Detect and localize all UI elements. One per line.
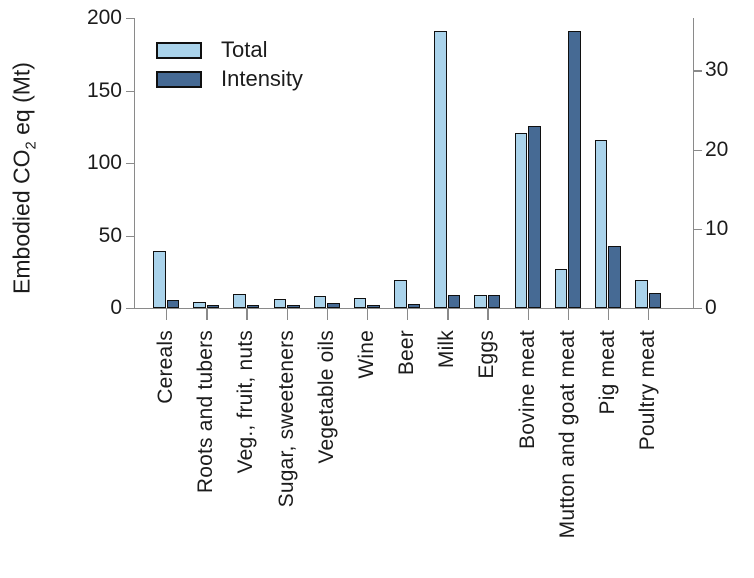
x-tick-label: Cereals xyxy=(154,330,178,404)
bar-total-veg-fruit-nuts xyxy=(233,293,246,308)
x-tick-label-text: Bovine meat xyxy=(515,330,539,449)
bar-total-bovine-meat xyxy=(514,132,528,308)
bar-intensity-pig-meat xyxy=(608,246,621,308)
y-left-tick xyxy=(126,163,134,165)
x-tick-label: Poultry meat xyxy=(636,330,660,450)
x-tick xyxy=(246,309,248,321)
bar-intensity-milk xyxy=(447,294,461,308)
x-tick-label: Pig meat xyxy=(596,330,620,414)
legend-swatch-intensity xyxy=(156,70,202,88)
y-left-tick-label: 200 xyxy=(86,6,122,29)
x-tick xyxy=(206,309,208,321)
legend-entry-total: Total xyxy=(156,39,303,61)
y-right-tick-label: 30 xyxy=(705,58,729,82)
bar-total-vegetable-oils xyxy=(313,296,327,308)
x-tick xyxy=(166,309,168,321)
legend: Total Intensity xyxy=(156,39,303,90)
x-tick xyxy=(407,309,409,321)
x-tick-label: Eggs xyxy=(475,330,499,379)
legend-label-intensity: Intensity xyxy=(221,66,303,91)
x-tick xyxy=(607,309,610,321)
x-tick xyxy=(366,309,369,321)
legend-entry-intensity: Intensity xyxy=(156,68,303,90)
bar-intensity-wine xyxy=(367,304,380,308)
bar-intensity-roots-and-tubers xyxy=(206,304,220,308)
y-left-tick xyxy=(126,90,134,92)
x-tick-label: Beer xyxy=(395,330,419,375)
y-left-tick-label: 50 xyxy=(98,223,122,247)
legend-label-total: Total xyxy=(221,37,268,62)
y-right-tick-label: 20 xyxy=(705,137,729,161)
y-left-tick-label: 150 xyxy=(86,78,122,102)
bar-intensity-sugar-sweeteners xyxy=(287,304,300,308)
x-tick-label-text: Cereals xyxy=(154,330,177,404)
x-tick-label: Sugar, sweeteners xyxy=(275,330,299,507)
x-tick-label: Vegetable oils xyxy=(315,330,339,464)
x-tick-label: Bovine meat xyxy=(516,330,540,449)
y-right-tick-label: 0 xyxy=(705,296,717,319)
bar-total-wine xyxy=(353,297,367,308)
bar-total-eggs xyxy=(474,294,487,308)
x-tick xyxy=(286,309,288,321)
x-tick-label-text: Eggs xyxy=(475,330,499,379)
y-right-tick xyxy=(694,149,703,151)
x-tick-label-text: Sugar, sweeteners xyxy=(274,330,298,508)
bar-intensity-poultry-meat xyxy=(648,292,662,308)
x-axis-spine xyxy=(134,308,694,310)
x-tick-label: Veg., fruit, nuts xyxy=(234,330,258,473)
x-tick xyxy=(648,309,650,321)
y-axis-right-spine xyxy=(693,18,695,309)
bar-intensity-bovine-meat xyxy=(528,125,541,308)
bar-total-poultry-meat xyxy=(635,280,648,308)
bar-total-pig-meat xyxy=(594,139,608,308)
bar-total-sugar-sweeteners xyxy=(273,299,286,308)
bar-total-cereals xyxy=(153,251,166,308)
bar-total-roots-and-tubers xyxy=(193,302,206,308)
bar-intensity-vegetable-oils xyxy=(327,303,340,308)
x-tick-label-text: Veg., fruit, nuts xyxy=(234,330,258,474)
x-tick xyxy=(326,309,329,321)
x-tick-label-text: Roots and tubers xyxy=(194,330,218,494)
x-tick-label-text: Vegetable oils xyxy=(314,330,338,464)
x-tick xyxy=(527,309,529,321)
x-tick xyxy=(487,309,489,321)
x-tick-label: Wine xyxy=(355,330,379,379)
x-tick-label: Milk xyxy=(435,330,459,368)
y-axis-left-spine xyxy=(134,18,136,309)
y-right-tick xyxy=(694,308,703,310)
bar-intensity-veg-fruit-nuts xyxy=(246,304,260,308)
bar-intensity-eggs xyxy=(487,294,501,308)
bar-total-beer xyxy=(394,280,407,308)
bar-intensity-cereals xyxy=(166,300,179,308)
x-tick-label-text: Mutton and goat meat xyxy=(555,330,579,539)
y-left-tick-label: 0 xyxy=(110,296,122,319)
y-left-tick xyxy=(126,18,134,20)
y-right-tick xyxy=(694,228,703,231)
x-tick-label-text: Wine xyxy=(354,330,378,379)
bar-intensity-mutton-and-goat-meat xyxy=(568,30,581,308)
bar-total-milk xyxy=(434,31,447,308)
x-tick-label-text: Pig meat xyxy=(595,330,619,415)
x-tick-label-text: Poultry meat xyxy=(636,330,660,451)
y-right-tick xyxy=(694,70,703,72)
y-right-tick-label: 10 xyxy=(705,216,729,240)
bar-total-mutton-and-goat-meat xyxy=(554,268,568,308)
y-axis-title-sub: 2 xyxy=(23,141,40,150)
legend-swatch-total xyxy=(156,41,202,59)
y-left-tick xyxy=(126,308,134,310)
x-tick-label-text: Beer xyxy=(395,330,419,376)
x-tick xyxy=(447,309,449,321)
y-left-tick xyxy=(126,235,134,237)
x-tick-label: Mutton and goat meat xyxy=(556,330,580,538)
x-tick-label-text: Milk xyxy=(435,330,459,369)
x-tick-label: Roots and tubers xyxy=(194,330,218,493)
x-tick xyxy=(567,309,570,321)
y-left-tick-label: 100 xyxy=(86,151,122,174)
bar-intensity-beer xyxy=(407,304,421,308)
